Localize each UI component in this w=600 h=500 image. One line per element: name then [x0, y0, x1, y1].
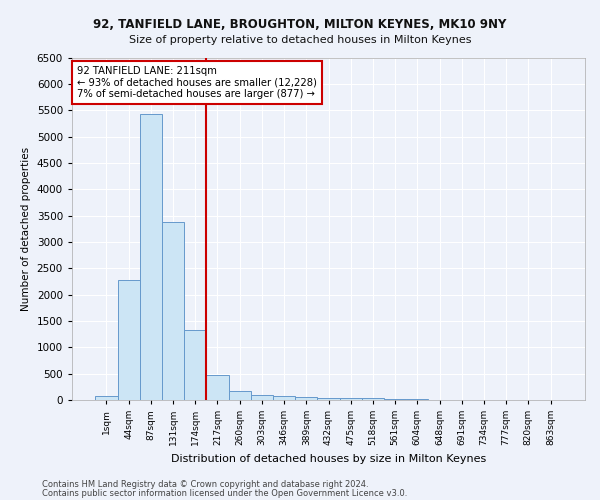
Bar	[384, 399, 406, 400]
Bar	[251, 394, 273, 400]
Bar	[95, 396, 118, 400]
Text: Size of property relative to detached houses in Milton Keynes: Size of property relative to detached ho…	[129, 35, 471, 45]
Text: 92, TANFIELD LANE, BROUGHTON, MILTON KEYNES, MK10 9NY: 92, TANFIELD LANE, BROUGHTON, MILTON KEY…	[94, 18, 506, 30]
Bar	[184, 330, 206, 400]
Bar	[162, 222, 184, 400]
Bar	[340, 398, 362, 400]
Bar	[295, 398, 317, 400]
Text: Contains public sector information licensed under the Open Government Licence v3: Contains public sector information licen…	[42, 488, 407, 498]
Bar	[229, 392, 251, 400]
Bar	[362, 398, 384, 400]
Bar	[206, 374, 229, 400]
Y-axis label: Number of detached properties: Number of detached properties	[21, 146, 31, 311]
Bar	[140, 114, 162, 400]
Bar	[273, 396, 295, 400]
Text: Contains HM Land Registry data © Crown copyright and database right 2024.: Contains HM Land Registry data © Crown c…	[42, 480, 368, 489]
Text: 92 TANFIELD LANE: 211sqm
← 93% of detached houses are smaller (12,228)
7% of sem: 92 TANFIELD LANE: 211sqm ← 93% of detach…	[77, 66, 317, 100]
Bar	[317, 398, 340, 400]
X-axis label: Distribution of detached houses by size in Milton Keynes: Distribution of detached houses by size …	[171, 454, 486, 464]
Bar	[118, 280, 140, 400]
